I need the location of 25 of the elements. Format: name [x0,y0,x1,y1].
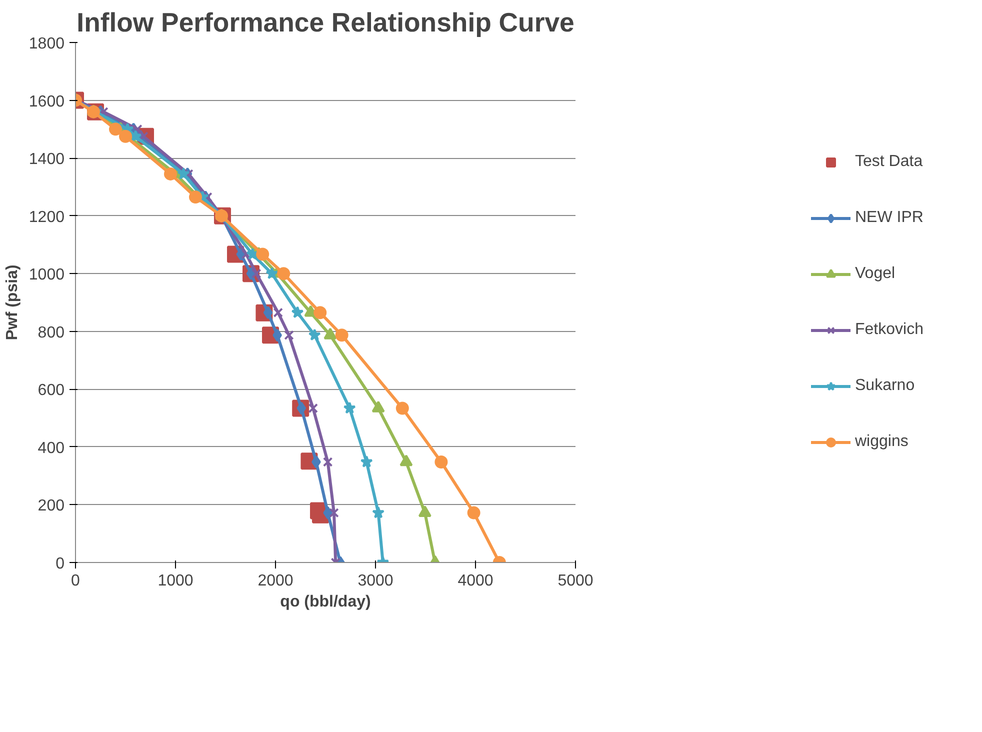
y-tick-label: 800 [38,324,65,342]
y-tick-label: 1200 [28,208,65,226]
legend-label: Sukarno [855,377,916,395]
x-tick-label: 4000 [458,572,494,590]
y-tick-label: 600 [38,382,65,400]
y-tick-label: 1600 [28,93,65,110]
legend-label: Fetkovich [855,321,924,339]
y-tick-label: 1400 [28,151,65,168]
y-tick-label: 400 [38,440,65,457]
x-tick-label: 2000 [258,572,294,590]
x-tick-label: 0 [71,572,80,590]
chart-title: Inflow Performance Relationship Curve [76,8,574,38]
x-tick-label: 5000 [558,572,594,590]
y-tick-label: 1000 [28,266,65,284]
legend-label: Vogel [855,265,896,283]
y-tick-label: 200 [38,498,65,515]
x-tick-label: 1000 [158,572,194,590]
y-axis-title: Pwf (psia) [4,264,21,340]
x-tick-label: 3000 [358,572,394,590]
legend-label: Test Data [855,153,924,171]
y-tick-label: 1800 [28,36,65,52]
legend-label: wiggins [855,433,910,451]
legend-label: NEW IPR [855,209,924,227]
y-tick-label: 0 [56,556,65,572]
x-axis-title: qo (bbl/day) [280,594,371,610]
